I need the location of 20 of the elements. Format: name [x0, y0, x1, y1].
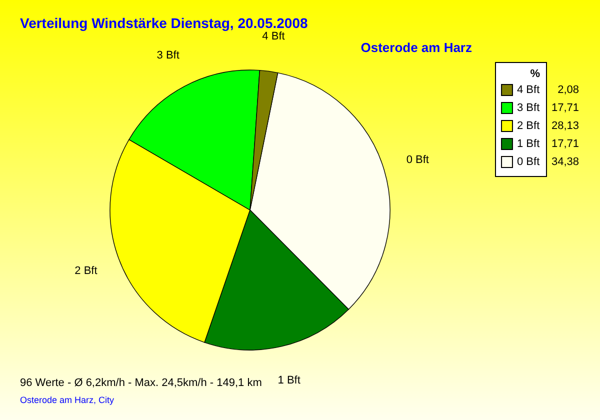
- data-label: 2,08: [558, 84, 579, 96]
- slice-label: 2 Bft: [74, 265, 98, 278]
- slice-label: 0 Bft: [406, 154, 429, 166]
- text: Osterode am Harz, City: [20, 395, 115, 405]
- legend-label: 1 Bft: [517, 138, 540, 150]
- legend-label: 4 Bft: [517, 84, 540, 96]
- text: 96 Werte - Ø 6,2km/h - Max. 24,5km/h - 149,1 km: [20, 377, 262, 389]
- data-label: 34,38: [551, 156, 579, 168]
- slice-label: 3 Bft: [156, 49, 180, 62]
- legend-label: 0 Bft: [517, 156, 540, 168]
- data-label: 17,71: [551, 138, 579, 150]
- legend-label: 2 Bft: [517, 120, 540, 132]
- legend-label: 3 Bft: [517, 102, 540, 114]
- text: Osterode am Harz: [360, 40, 472, 55]
- slice-label: 4 Bft: [262, 30, 285, 43]
- legend-title: %: [530, 68, 540, 80]
- slice-label: 1 Bft: [278, 374, 300, 387]
- data-label: 17,71: [551, 102, 579, 114]
- data-label: 28,13: [551, 120, 579, 132]
- chart-title: Verteilung Windstärke Dienstag, 20.05.2008: [20, 15, 308, 31]
